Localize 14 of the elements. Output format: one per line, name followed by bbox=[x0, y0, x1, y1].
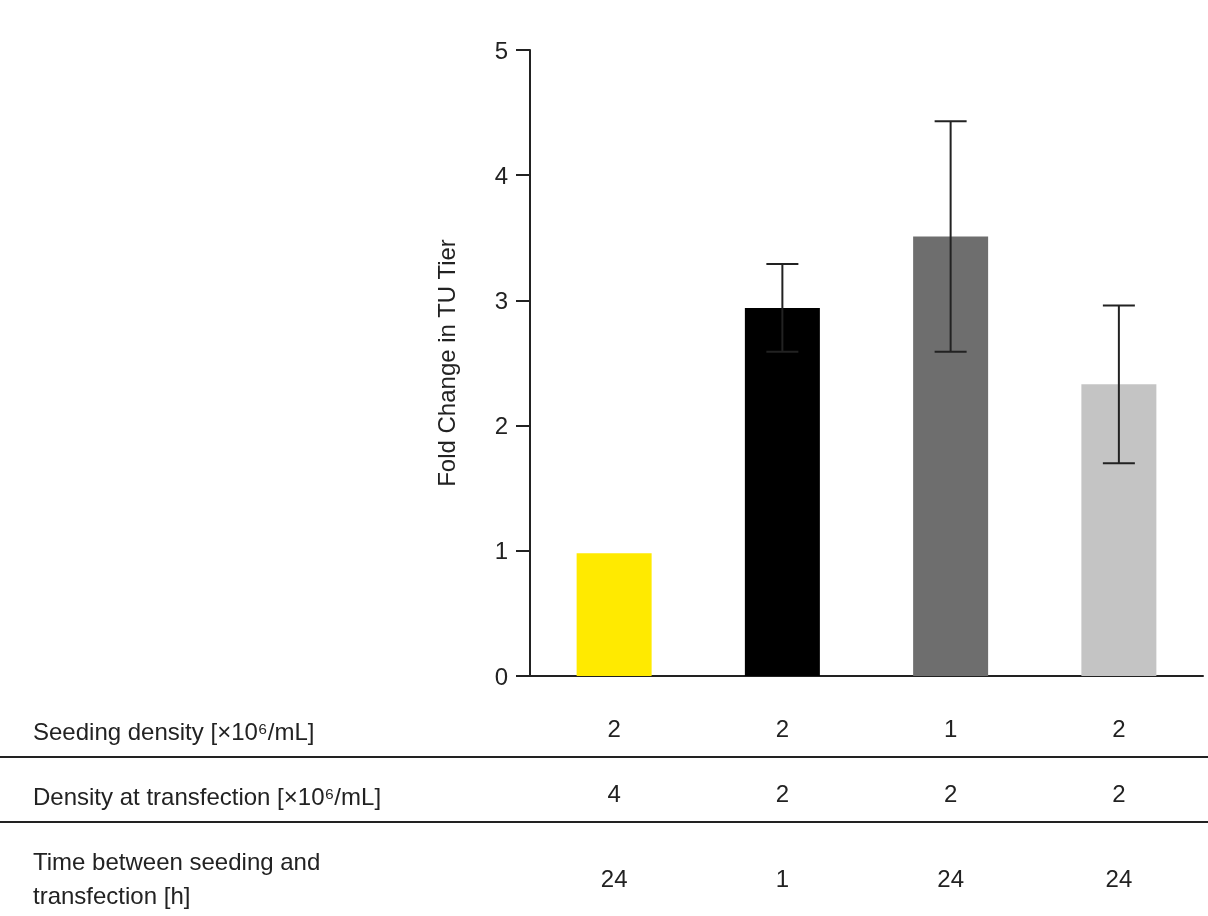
category-label: 2 2 24 bbox=[1105, 714, 1133, 892]
text: Density at transfection [×10⁶/mL] bbox=[33, 782, 382, 810]
y-tick-label: 3 bbox=[494, 286, 508, 314]
category-label: 2 2 1 bbox=[775, 714, 790, 892]
y-tick-label: 0 bbox=[494, 662, 508, 690]
y-tick-label: 2 bbox=[494, 412, 508, 440]
category-label: 1 2 24 bbox=[937, 714, 964, 892]
y-axis-title: Fold Change in TU Tier bbox=[432, 239, 460, 487]
y-tick-label: 5 bbox=[494, 36, 508, 64]
text: Time between seeding and transfection [h] bbox=[33, 847, 327, 909]
category-label: 2 4 24 bbox=[600, 714, 628, 892]
y-tick-label: 1 bbox=[494, 537, 508, 565]
text: Seeding density [×10⁶/mL] bbox=[33, 717, 315, 745]
y-tick-label: 4 bbox=[494, 161, 508, 189]
